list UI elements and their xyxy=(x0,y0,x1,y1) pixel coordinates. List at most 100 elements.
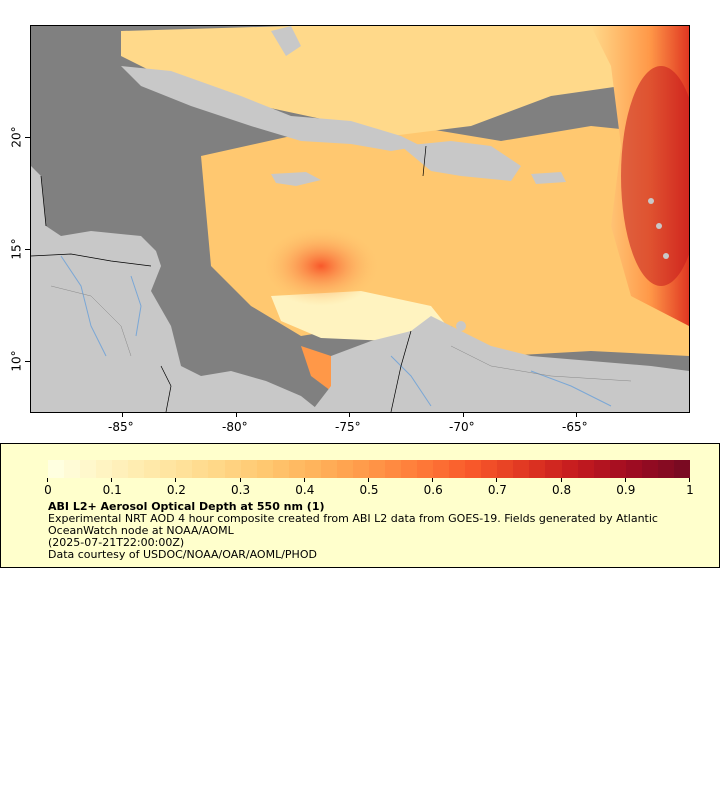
river xyxy=(130,275,142,337)
colorbar-swatch xyxy=(144,460,161,478)
country-border xyxy=(31,253,152,267)
colorbar-swatch xyxy=(417,460,434,478)
colorbar-swatch xyxy=(641,460,658,478)
colorbar-tick xyxy=(624,478,626,482)
land-cuba xyxy=(121,66,421,151)
legend-timestamp: (2025-07-21T22:00:00Z) xyxy=(48,536,185,549)
lat-label: 10° xyxy=(9,350,24,372)
legend-panel: 0 0.1 0.2 0.3 0.4 0.5 0.6 0.7 0.8 0.9 1 ABI L2+ Ae… xyxy=(0,443,720,568)
colorbar-tick-label: 0.4 xyxy=(295,483,315,497)
colorbar-tick xyxy=(432,478,434,482)
legend-credit: Data courtesy of USDOC/NOAA/OAR/AOML/PHO… xyxy=(48,548,317,561)
river xyxy=(390,355,432,407)
colorbar-tick-label: 0.2 xyxy=(166,483,186,497)
colorbar-swatch xyxy=(80,460,97,478)
lon-label: -85° xyxy=(108,420,134,434)
aod-hotspot xyxy=(261,226,381,306)
lon-label: -65° xyxy=(562,420,588,434)
colorbar-swatch xyxy=(529,460,546,478)
river xyxy=(60,255,107,357)
colorbar-swatch xyxy=(128,460,145,478)
colorbar-swatch xyxy=(609,460,626,478)
colorbar-swatch xyxy=(449,460,466,478)
colorbar xyxy=(48,460,690,478)
colorbar-tick xyxy=(303,478,305,482)
country-border xyxy=(40,175,47,227)
colorbar-swatch xyxy=(433,460,450,478)
colorbar-swatch xyxy=(160,460,177,478)
aod-field-north xyxy=(121,26,631,136)
colorbar-swatch xyxy=(48,460,65,478)
colorbar-swatch xyxy=(625,460,642,478)
colorbar-tick-label: 0.8 xyxy=(552,483,572,497)
colorbar-swatch xyxy=(384,460,402,478)
admin-border xyxy=(450,345,632,382)
colorbar-swatch xyxy=(465,460,482,478)
colorbar-tick-label: 0.9 xyxy=(616,483,636,497)
colorbar-swatch xyxy=(497,460,514,478)
lon-label: -75° xyxy=(335,420,361,434)
lat-label: 15° xyxy=(9,238,24,260)
colorbar-tick xyxy=(47,478,48,482)
land-island xyxy=(663,253,669,259)
colorbar-swatch xyxy=(401,460,418,478)
colorbar-swatch xyxy=(112,460,129,478)
colorbar-swatch xyxy=(320,460,337,478)
admin-border xyxy=(50,285,132,357)
colorbar-swatch xyxy=(240,460,257,478)
colorbar-swatch xyxy=(593,460,610,478)
land-puerto-rico xyxy=(531,172,566,184)
colorbar-swatch xyxy=(256,460,273,478)
land-island xyxy=(648,198,654,204)
colorbar-swatch xyxy=(352,460,369,478)
colorbar-swatch xyxy=(64,460,81,478)
lat-label: 20° xyxy=(9,126,24,148)
colorbar-tick-label: 0.3 xyxy=(231,483,251,497)
land-bahamas xyxy=(271,26,301,56)
colorbar-swatch xyxy=(657,460,674,478)
colorbar-swatch xyxy=(192,460,209,478)
colorbar-swatch xyxy=(304,460,321,478)
aod-hotspot-east xyxy=(621,66,689,286)
colorbar-swatch xyxy=(577,460,594,478)
lon-label: -80° xyxy=(222,420,248,434)
colorbar-swatch xyxy=(288,460,305,478)
land-island xyxy=(656,223,662,229)
colorbar-tick-label: 0.5 xyxy=(359,483,379,497)
land-jamaica xyxy=(271,172,321,186)
colorbar-swatch xyxy=(208,460,225,478)
legend-description: Experimental NRT AOD 4 hour composite cr… xyxy=(48,512,658,525)
river xyxy=(530,370,612,407)
country-border xyxy=(390,330,412,412)
colorbar-tick xyxy=(239,478,241,482)
land-island xyxy=(456,321,466,331)
colorbar-tick-label: 0.6 xyxy=(423,483,443,497)
country-border xyxy=(160,365,172,412)
colorbar-swatch xyxy=(481,460,498,478)
colorbar-tick-label: 1 xyxy=(686,483,694,497)
colorbar-swatch xyxy=(545,460,562,478)
colorbar-tick xyxy=(368,478,369,482)
lon-label: -70° xyxy=(449,420,475,434)
colorbar-swatch xyxy=(96,460,113,478)
colorbar-tick xyxy=(560,478,562,482)
legend-description-cont: OceanWatch node at NOAA/AOML xyxy=(48,524,234,537)
country-border xyxy=(422,145,427,177)
land-hispaniola xyxy=(401,141,521,181)
colorbar-tick xyxy=(496,478,498,482)
colorbar-swatch xyxy=(673,460,690,478)
colorbar-swatch xyxy=(513,460,530,478)
colorbar-swatch xyxy=(176,460,193,478)
colorbar-tick xyxy=(175,478,177,482)
colorbar-swatch xyxy=(368,460,385,478)
colorbar-swatch xyxy=(224,460,241,478)
colorbar-tick-label: 0 xyxy=(44,483,52,497)
colorbar-tick xyxy=(111,478,113,482)
legend-title: ABI L2+ Aerosol Optical Depth at 550 nm … xyxy=(48,500,325,513)
colorbar-tick-label: 0.7 xyxy=(487,483,507,497)
map-panel xyxy=(30,25,690,413)
colorbar-swatch xyxy=(561,460,578,478)
land-south-america xyxy=(311,316,689,412)
colorbar-tick xyxy=(689,478,690,482)
colorbar-swatch xyxy=(272,460,289,478)
